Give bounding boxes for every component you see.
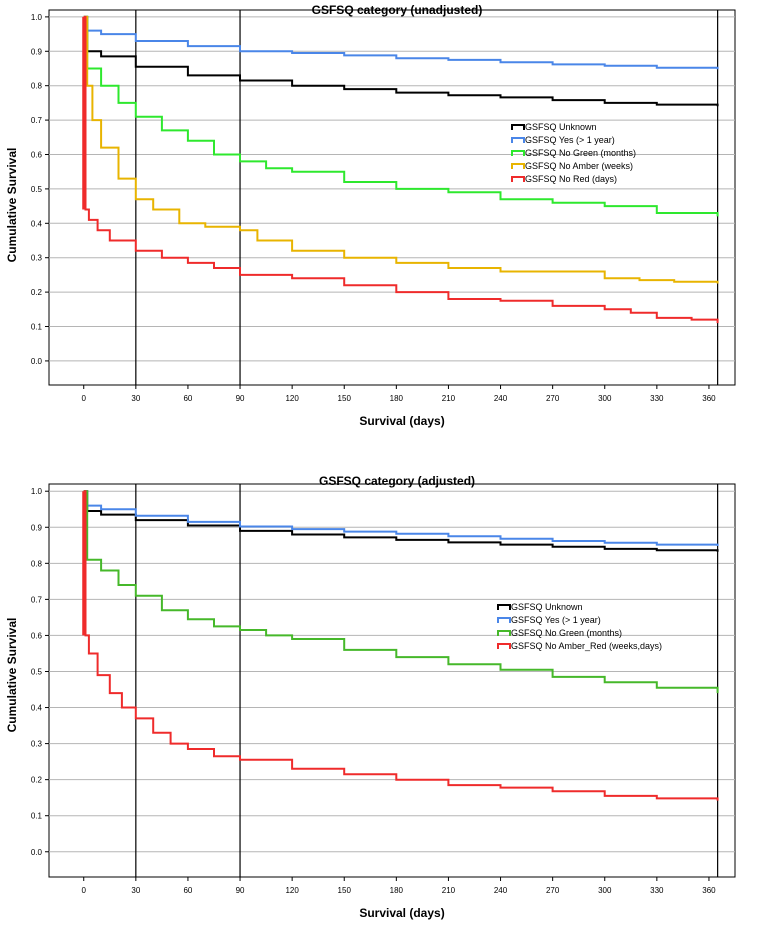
legend-swatch [511, 124, 525, 130]
y-tick-label: 0.4 [31, 219, 43, 228]
x-tick-label: 30 [131, 886, 140, 895]
chart-title: GSFSQ category (unadjusted) [312, 3, 483, 17]
series-line-4 [83, 15, 719, 284]
legend-label: GSFSQ No Green (months) [525, 148, 636, 158]
y-tick-label: 0.6 [31, 631, 43, 640]
x-tick-label: 270 [546, 886, 560, 895]
x-tick-label: 180 [390, 886, 404, 895]
chart-panel-2: 0.0 0.1 0.2 0.3 0.4 0.5 0.6 0.7 0.8 0.9 1.0 0 30 60 90… [5, 474, 736, 920]
chart-title: GSFSQ category (adjusted) [319, 474, 475, 488]
x-tick-label: 90 [236, 394, 245, 403]
series-line-1 [83, 15, 719, 107]
x-tick-label: 0 [82, 886, 87, 895]
y-tick-label: 0.5 [31, 667, 43, 676]
y-tick-label: 0.9 [31, 523, 43, 532]
legend-swatch [497, 630, 511, 636]
legend-swatch [511, 150, 525, 156]
y-tick-label: 0.3 [31, 254, 43, 263]
y-tick-label: 0.1 [31, 812, 43, 821]
legend: GSFSQ Unknown GSFSQ Yes (> 1 year) GSFSQ N… [511, 122, 636, 184]
legend-swatch [511, 137, 525, 143]
series-line-5 [83, 15, 719, 324]
x-tick-label: 120 [285, 886, 299, 895]
x-tick-label: 210 [442, 394, 456, 403]
y-tick-label: 1.0 [31, 13, 43, 22]
y-tick-label: 0.8 [31, 559, 43, 568]
chart-panel-1: 0.0 0.1 0.2 0.3 0.4 0.5 0.6 0.7 0.8 0.9 1.0 0 30 60 90… [5, 3, 736, 428]
series-line-3 [83, 490, 719, 694]
y-tick-label: 0.1 [31, 323, 43, 332]
x-tick-label: 60 [183, 886, 192, 895]
y-tick-label: 0.0 [31, 848, 43, 857]
y-tick-label: 0.9 [31, 47, 43, 56]
legend-label: GSFSQ Unknown [511, 602, 583, 612]
series-line-2 [83, 15, 719, 70]
y-tick-label: 1.0 [31, 487, 43, 496]
x-axis-label: Survival (days) [359, 906, 444, 920]
series-line-3 [83, 15, 719, 217]
legend-label: GSFSQ Yes (> 1 year) [525, 135, 615, 145]
x-tick-label: 360 [702, 886, 716, 895]
legend-swatch [511, 176, 525, 182]
series-line-2 [83, 490, 719, 546]
legend: GSFSQ Unknown GSFSQ Yes (> 1 year) GSFSQ N… [497, 602, 662, 651]
legend-label: GSFSQ No Amber (weeks) [525, 161, 633, 171]
y-tick-label: 0.5 [31, 185, 43, 194]
series-line-4 [83, 490, 719, 801]
legend-label: GSFSQ No Green (months) [511, 628, 622, 638]
y-tick-label: 0.2 [31, 288, 43, 297]
x-tick-label: 150 [338, 886, 352, 895]
y-axis-label: Cumulative Survival [5, 618, 19, 733]
x-tick-label: 270 [546, 394, 560, 403]
legend-swatch [497, 643, 511, 649]
plot-frame [48, 9, 736, 386]
y-tick-label: 0.7 [31, 116, 43, 125]
x-tick-label: 60 [183, 394, 192, 403]
y-axis-label: Cumulative Survival [5, 148, 19, 263]
x-tick-label: 240 [494, 394, 508, 403]
legend-label: GSFSQ No Red (days) [525, 174, 617, 184]
y-tick-label: 0.3 [31, 740, 43, 749]
x-tick-label: 0 [82, 394, 87, 403]
x-tick-label: 300 [598, 394, 612, 403]
legend-label: GSFSQ Yes (> 1 year) [511, 615, 601, 625]
x-tick-label: 330 [650, 886, 664, 895]
x-tick-label: 180 [390, 394, 404, 403]
x-tick-label: 300 [598, 886, 612, 895]
x-tick-label: 30 [131, 394, 140, 403]
x-tick-label: 330 [650, 394, 664, 403]
y-tick-label: 0.2 [31, 776, 43, 785]
x-tick-label: 360 [702, 394, 716, 403]
y-tick-label: 0.8 [31, 82, 43, 91]
y-tick-label: 0.7 [31, 595, 43, 604]
y-tick-label: 0.6 [31, 150, 43, 159]
legend-label: GSFSQ Unknown [525, 122, 597, 132]
legend-swatch [511, 163, 525, 169]
legend-label: GSFSQ No Amber_Red (weeks,days) [511, 641, 662, 651]
x-tick-label: 210 [442, 886, 456, 895]
legend-swatch [497, 617, 511, 623]
series-line-1 [83, 490, 719, 552]
x-axis-label: Survival (days) [359, 414, 444, 428]
x-tick-label: 240 [494, 886, 508, 895]
x-tick-label: 120 [285, 394, 299, 403]
x-tick-label: 150 [338, 394, 352, 403]
legend-swatch [497, 604, 511, 610]
x-tick-label: 90 [236, 886, 245, 895]
y-tick-label: 0.4 [31, 704, 43, 713]
y-tick-label: 0.0 [31, 357, 43, 366]
